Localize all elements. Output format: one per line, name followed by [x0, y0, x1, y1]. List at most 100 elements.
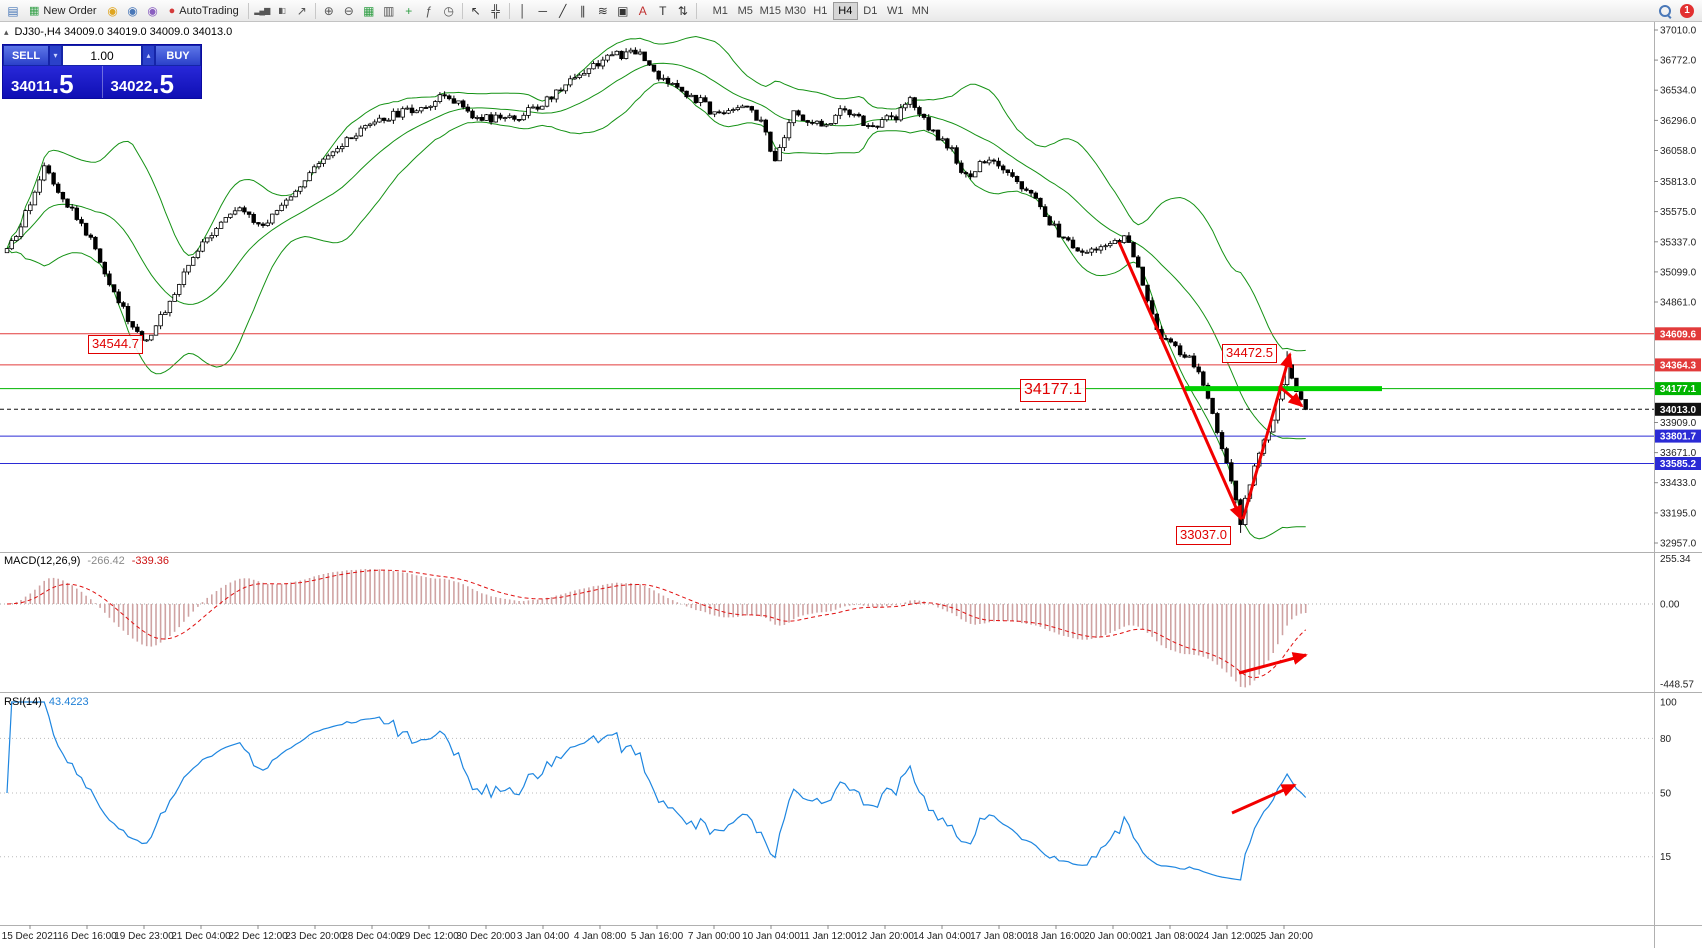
- symbol-info: ▴ DJ30-,H4 34009.0 34019.0 34009.0 34013…: [4, 26, 232, 38]
- timeframe-w1-button[interactable]: W1: [887, 4, 904, 17]
- crosshair-icon[interactable]: ╬: [491, 3, 501, 18]
- volume-increase-button[interactable]: ▴: [142, 45, 155, 66]
- vertical-line-icon[interactable]: │: [519, 3, 527, 18]
- svg-text:33585.2: 33585.2: [1660, 459, 1697, 470]
- fibonacci-icon[interactable]: ≋: [597, 3, 608, 18]
- price-callout[interactable]: 33037.0: [1176, 526, 1231, 545]
- line-chart-icon[interactable]: ↗: [296, 3, 307, 18]
- svg-text:25 Jan 20:00: 25 Jan 20:00: [1255, 931, 1313, 942]
- bar-chart-icon[interactable]: ▂▄▆: [254, 6, 270, 15]
- svg-text:-448.57: -448.57: [1660, 679, 1694, 690]
- cursor-icon[interactable]: ↖: [470, 3, 481, 18]
- svg-text:3 Jan 04:00: 3 Jan 04:00: [517, 931, 570, 942]
- zoom-out-icon[interactable]: ⊖: [343, 3, 354, 18]
- svg-text:34177.1: 34177.1: [1660, 384, 1697, 395]
- macd-indicator: [0, 569, 1654, 688]
- one-click-collapse-icon[interactable]: ▴: [4, 26, 9, 37]
- price-callout[interactable]: 34544.7: [88, 335, 143, 354]
- volume-decrease-button[interactable]: ▾: [49, 45, 62, 66]
- rsi-name: RSI(14): [4, 696, 42, 708]
- svg-text:33801.7: 33801.7: [1660, 432, 1697, 443]
- search-icon[interactable]: [1658, 4, 1672, 18]
- sell-button[interactable]: SELL: [3, 45, 49, 66]
- svg-text:33195.0: 33195.0: [1660, 508, 1697, 519]
- svg-text:36296.0: 36296.0: [1660, 116, 1697, 127]
- svg-text:30 Dec 20:00: 30 Dec 20:00: [456, 931, 516, 942]
- zoom-in-icon[interactable]: ⊕: [323, 3, 334, 18]
- svg-text:36534.0: 36534.0: [1660, 86, 1697, 97]
- candlestick-chart-icon[interactable]: ▮▯: [278, 6, 286, 15]
- annotation-arrows[interactable]: [1117, 241, 1308, 815]
- autotrading-button-label: AutoTrading: [179, 4, 239, 17]
- toolbar-items: ▤ ▦ New Order ◉ ◉ ◉ ● AutoTrading ▂▄▆ ▮▯ ↗ ⊕ ⊖ ▦ ▥ + ƒ ◷ ↖…: [3, 2, 700, 20]
- auto-arrange-icon[interactable]: ▥: [383, 3, 395, 18]
- svg-text:7 Jan 00:00: 7 Jan 00:00: [688, 931, 741, 942]
- new-order-button-icon: ▦: [29, 5, 40, 17]
- indicators-icon[interactable]: ƒ: [425, 3, 433, 18]
- macd-value: -266.42: [87, 555, 125, 567]
- buy-button[interactable]: BUY: [155, 45, 201, 66]
- svg-text:32957.0: 32957.0: [1660, 539, 1697, 550]
- macd-name: MACD(12,26,9): [4, 555, 81, 567]
- horizontal-line-icon[interactable]: ─: [538, 3, 548, 18]
- sell-price-main: 34011: [11, 78, 52, 95]
- svg-text:0.00: 0.00: [1660, 600, 1680, 611]
- timeframe-m15-button[interactable]: M15: [759, 4, 781, 17]
- chart-window-icon[interactable]: ▤: [7, 3, 19, 18]
- svg-text:33909.0: 33909.0: [1660, 418, 1697, 429]
- svg-text:34861.0: 34861.0: [1660, 298, 1697, 309]
- tile-windows-icon[interactable]: ▦: [363, 3, 375, 18]
- buy-price-big: .5: [152, 69, 174, 99]
- sell-price[interactable]: 34011.5: [3, 66, 102, 98]
- price-axis[interactable]: 37010.0 36772.0 36534.0 36296.0 36058.0 35813…: [1654, 26, 1701, 864]
- rsi-indicator: [0, 701, 1654, 881]
- text-icon[interactable]: A: [638, 3, 647, 18]
- svg-text:34364.3: 34364.3: [1660, 360, 1697, 371]
- svg-text:10 Jan 04:00: 10 Jan 04:00: [742, 931, 800, 942]
- text-label-icon[interactable]: T: [659, 3, 667, 18]
- svg-text:80: 80: [1660, 734, 1672, 745]
- community-icon[interactable]: ◉: [147, 3, 158, 18]
- svg-text:22 Dec 12:00: 22 Dec 12:00: [228, 931, 288, 942]
- autotrading-button-icon: ●: [168, 4, 176, 17]
- profile-icon[interactable]: ◉: [127, 3, 138, 18]
- svg-text:21 Dec 04:00: 21 Dec 04:00: [171, 931, 231, 942]
- svg-text:19 Dec 23:00: 19 Dec 23:00: [114, 931, 174, 942]
- timeframe-m30-button[interactable]: M30: [784, 4, 806, 17]
- sell-price-big: .5: [51, 69, 74, 99]
- timeframe-h1-button[interactable]: H1: [813, 4, 828, 17]
- arrows-icon[interactable]: ⇅: [677, 3, 688, 18]
- one-click-prices: 34011.5 34022.5: [3, 66, 201, 98]
- svg-text:34609.6: 34609.6: [1660, 329, 1697, 340]
- volume-input[interactable]: [62, 45, 142, 66]
- timeframe-mn-button[interactable]: MN: [911, 4, 929, 17]
- trendline-icon[interactable]: ╱: [559, 3, 567, 18]
- deposit-coins-icon[interactable]: ◉: [107, 3, 118, 18]
- toolbar-separator: [695, 2, 697, 19]
- timeframe-m5-button[interactable]: M5: [737, 4, 753, 17]
- clock-icon[interactable]: ◷: [443, 3, 455, 18]
- new-order-button-label: New Order: [43, 4, 97, 17]
- new-chart-icon[interactable]: +: [405, 3, 413, 18]
- notification-badge[interactable]: 1: [1680, 3, 1694, 18]
- buy-price[interactable]: 34022.5: [101, 66, 202, 99]
- svg-text:28 Dec 04:00: 28 Dec 04:00: [342, 931, 402, 942]
- svg-text:33671.0: 33671.0: [1660, 448, 1697, 459]
- timeframe-h4-button[interactable]: H4: [832, 1, 858, 20]
- new-order-button[interactable]: ▦ New Order: [23, 2, 103, 20]
- svg-text:255.34: 255.34: [1660, 554, 1691, 565]
- timeframe-d1-button[interactable]: D1: [863, 4, 878, 17]
- price-callout[interactable]: 34177.1: [1020, 379, 1086, 402]
- channel-icon[interactable]: ∥: [579, 3, 586, 18]
- timeframe-m1-button[interactable]: M1: [712, 4, 728, 17]
- shapes-icon[interactable]: ▣: [617, 3, 629, 18]
- svg-text:15: 15: [1660, 852, 1672, 863]
- price-callout[interactable]: 34472.5: [1222, 344, 1277, 363]
- main-toolbar: ▤ ▦ New Order ◉ ◉ ◉ ● AutoTrading ▂▄▆ ▮▯ ↗ ⊕ ⊖ ▦ ▥ + ƒ ◷ ↖…: [0, 0, 1702, 22]
- toolbar-separator: [508, 2, 510, 19]
- autotrading-button[interactable]: ● AutoTrading: [163, 2, 245, 20]
